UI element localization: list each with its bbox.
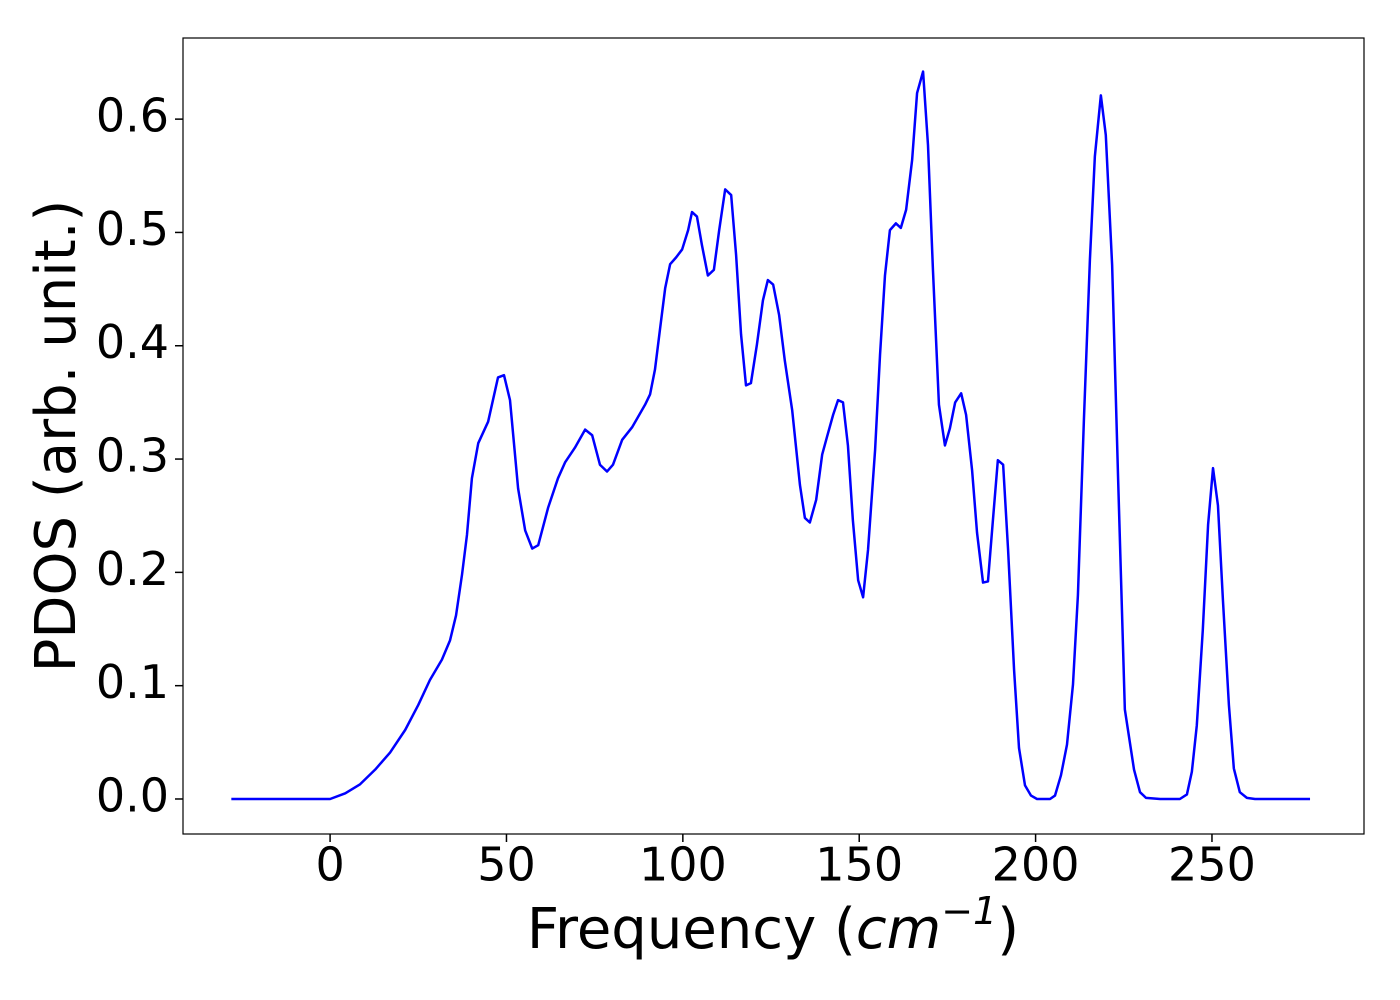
x-axis-label: Frequency (cm−1) xyxy=(527,889,1019,963)
plot-frame xyxy=(182,37,1365,835)
y-tick-label: 0.5 xyxy=(96,202,169,256)
data-line xyxy=(231,70,1311,801)
y-tick-label: 0.2 xyxy=(96,542,169,596)
x-label-text: ) xyxy=(997,897,1019,962)
x-tick-label: 0 xyxy=(315,838,344,892)
x-tick-label: 100 xyxy=(639,838,727,892)
y-tick-label: 0.4 xyxy=(96,315,169,369)
y-tick-label: 0.3 xyxy=(96,429,169,483)
y-axis-label: PDOS (arb. unit.) xyxy=(24,200,89,673)
x-tick-label: 250 xyxy=(1168,838,1256,892)
x-label-unit: cm xyxy=(856,897,941,962)
x-label-text: Frequency ( xyxy=(527,897,856,962)
x-label-exponent: −1 xyxy=(941,889,997,933)
x-tick-label: 150 xyxy=(815,838,903,892)
x-tick-label: 50 xyxy=(477,838,536,892)
y-tick-label: 0.1 xyxy=(96,655,169,709)
y-tick-label: 0.0 xyxy=(96,768,169,822)
y-tick-label: 0.6 xyxy=(96,89,169,143)
x-tick-label: 200 xyxy=(992,838,1080,892)
